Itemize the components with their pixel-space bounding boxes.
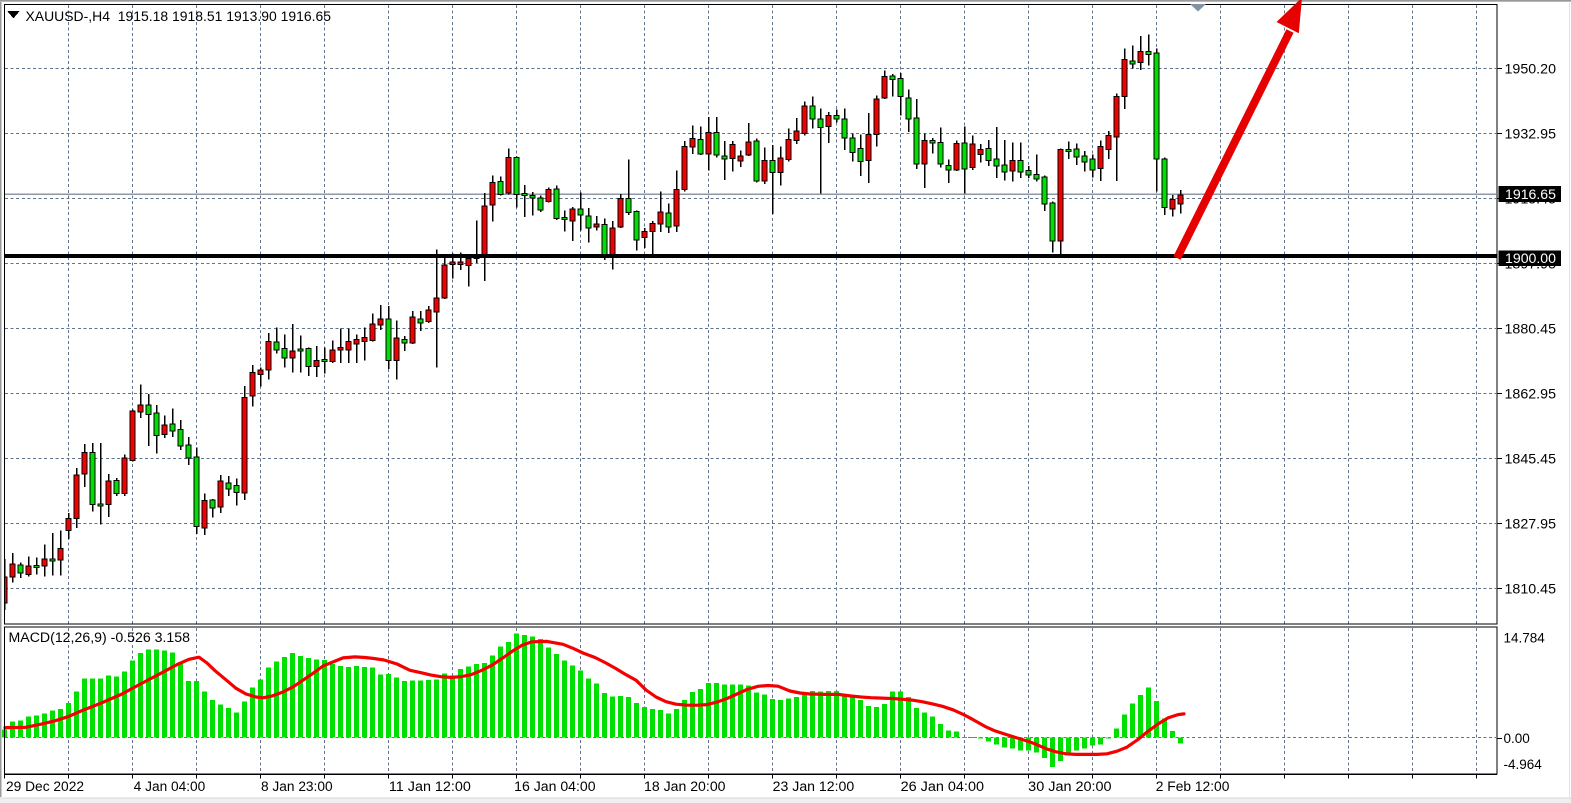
svg-text:11 Jan 12:00: 11 Jan 12:00 bbox=[389, 779, 471, 794]
svg-text:2 Feb 12:00: 2 Feb 12:00 bbox=[1156, 779, 1230, 794]
svg-text:16 Jan 04:00: 16 Jan 04:00 bbox=[514, 779, 595, 794]
svg-text:23 Jan 12:00: 23 Jan 12:00 bbox=[773, 779, 855, 794]
svg-text:14.784: 14.784 bbox=[1504, 630, 1546, 645]
svg-text:8 Jan 23:00: 8 Jan 23:00 bbox=[261, 779, 333, 794]
svg-text:4 Jan 04:00: 4 Jan 04:00 bbox=[134, 779, 206, 794]
svg-text:1916.65: 1916.65 bbox=[1505, 187, 1556, 202]
svg-text:MACD(12,26,9) -0.526 3.158: MACD(12,26,9) -0.526 3.158 bbox=[9, 630, 191, 645]
svg-text:XAUUSD-,H4 1915.18 1918.51 19: XAUUSD-,H4 1915.18 1918.51 1913.90 1916.… bbox=[26, 9, 332, 24]
svg-text:29 Dec 2022: 29 Dec 2022 bbox=[6, 779, 84, 794]
svg-text:1862.95: 1862.95 bbox=[1505, 386, 1557, 401]
svg-text:1950.20: 1950.20 bbox=[1505, 61, 1557, 76]
svg-text:26 Jan 04:00: 26 Jan 04:00 bbox=[901, 779, 984, 794]
svg-text:18 Jan 20:00: 18 Jan 20:00 bbox=[644, 779, 726, 794]
svg-text:1845.45: 1845.45 bbox=[1505, 451, 1557, 466]
svg-text:0.00: 0.00 bbox=[1504, 731, 1530, 746]
svg-text:1900.00: 1900.00 bbox=[1505, 251, 1556, 266]
svg-text:1880.45: 1880.45 bbox=[1505, 321, 1557, 336]
svg-text:1810.45: 1810.45 bbox=[1505, 581, 1557, 596]
svg-text:1827.95: 1827.95 bbox=[1505, 516, 1557, 531]
svg-text:1932.95: 1932.95 bbox=[1505, 126, 1557, 141]
svg-text:30 Jan 20:00: 30 Jan 20:00 bbox=[1028, 779, 1111, 794]
svg-text:-4.964: -4.964 bbox=[1504, 757, 1543, 772]
